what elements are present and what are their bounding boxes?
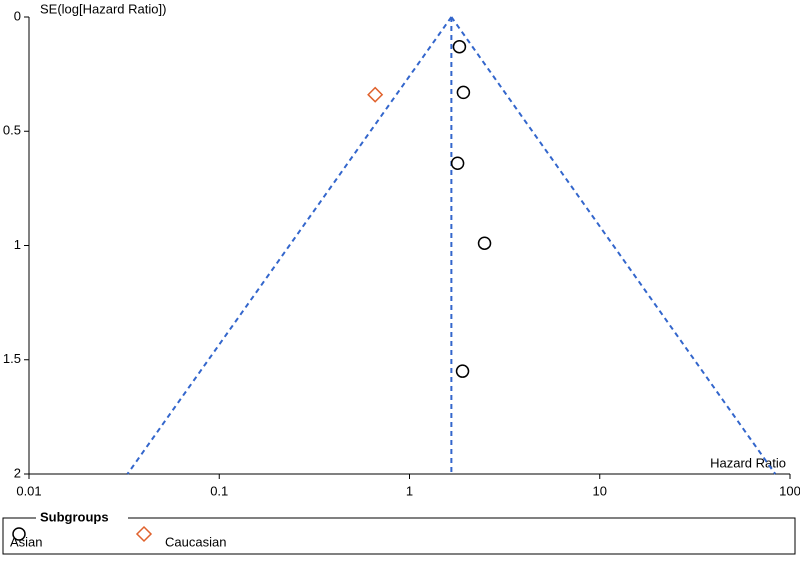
point [477,236,492,250]
x-tick-label: 10 [593,483,607,498]
y-tick-label: 0.5 [3,123,21,138]
y-tick-label: 2 [14,465,21,480]
legend-marker [135,525,153,543]
y-tick-label: 1 [14,237,21,252]
y-tick-label: 1.5 [3,351,21,366]
x-tick-label: 0.01 [16,483,41,498]
y-axis-label: SE(log[Hazard Ratio]) [40,1,166,16]
x-tick-label: 0.1 [210,483,228,498]
legend-title: Subgroups [40,509,109,524]
x-tick-label: 1 [406,483,413,498]
legend-title-bg [36,511,128,525]
y-tick-label: 0 [14,8,21,23]
legend-label: Caucasian [165,534,226,549]
point [450,156,465,170]
point [452,39,467,54]
legend-label: Asian [10,534,43,549]
x-axis-label: Hazard Ratio [710,455,786,470]
legend-box [2,517,796,555]
point [367,86,384,103]
funnel-line [126,16,453,475]
point [456,85,471,100]
point [455,364,470,378]
legend-marker [12,527,26,541]
funnel-line [450,16,777,475]
x-tick-label: 100 [779,483,800,498]
